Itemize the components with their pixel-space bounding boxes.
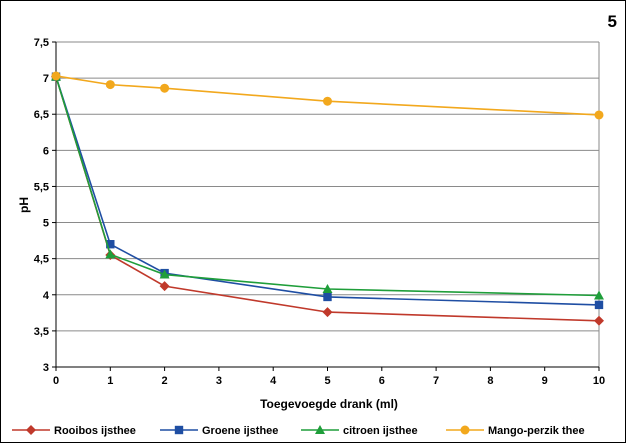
x-tick-label: 1	[107, 375, 113, 387]
legend-item-citroen-ijsthee: citroen ijsthee	[301, 425, 418, 437]
x-tick-label: 10	[593, 375, 605, 387]
series-citroen-ijsthee	[51, 71, 604, 300]
figure-number: 5	[608, 12, 617, 31]
x-tick-label: 5	[324, 375, 330, 387]
axes	[52, 41, 600, 371]
y-tick-label: 6,5	[34, 109, 49, 121]
x-axis-label: Toegevoegde drank (ml)	[260, 397, 398, 411]
legend-label: citroen ijsthee	[343, 425, 418, 437]
legend-label: Mango-perzik thee	[488, 425, 585, 437]
y-tick-label: 7,5	[34, 37, 49, 49]
x-tick-label: 4	[270, 375, 277, 387]
legend-marker	[460, 425, 470, 435]
y-tick-labels: 3 3,5 4 4,5 5 5,5 6 6,5 7 7,5	[34, 37, 50, 374]
legend-label: Rooibos ijsthee	[54, 425, 136, 437]
data-point-mango-perzik-thee	[594, 110, 604, 120]
data-point-mango-perzik-thee	[51, 71, 61, 81]
legend: Rooibos ijsthee Groene ijsthee citroen ijs…	[12, 425, 585, 437]
x-tick-label: 2	[162, 375, 168, 387]
data-point-citroen-ijsthee	[594, 290, 604, 300]
series-group	[51, 71, 604, 326]
data-point-citroen-ijsthee	[105, 249, 116, 259]
legend-marker	[315, 425, 325, 434]
data-point-citroen-ijsthee	[322, 284, 333, 293]
legend-label: Groene ijsthee	[202, 425, 278, 437]
y-tick-label: 3	[43, 362, 49, 374]
x-tick-label: 8	[487, 375, 493, 387]
y-tick-label: 5,5	[34, 181, 49, 193]
y-tick-label: 7	[43, 73, 49, 85]
data-point-groene-ijsthee	[323, 292, 332, 302]
data-point-rooibos-ijsthee	[594, 315, 604, 326]
legend-item-rooibos-ijsthee: Rooibos ijsthee	[12, 425, 136, 437]
data-point-rooibos-ijsthee	[159, 281, 170, 292]
data-point-groene-ijsthee	[106, 240, 115, 249]
gridlines	[56, 41, 600, 367]
y-tick-label: 4,5	[34, 254, 49, 266]
x-tick-label: 9	[542, 375, 548, 387]
legend-marker	[26, 425, 36, 435]
data-point-citroen-ijsthee	[159, 269, 170, 279]
data-point-mango-perzik-thee	[323, 96, 332, 106]
x-tick-label: 7	[433, 375, 439, 387]
x-tick-label: 0	[53, 375, 59, 387]
legend-item-mango-perzik-thee: Mango-perzik thee	[446, 425, 585, 437]
data-point-rooibos-ijsthee	[322, 307, 333, 318]
x-tick-labels: 0 1 2 3 4 5 6 7 8 9 10	[53, 375, 605, 387]
series-mango-perzik-thee	[51, 71, 604, 120]
data-point-mango-perzik-thee	[160, 83, 170, 93]
data-point-mango-perzik-thee	[105, 80, 115, 90]
data-point-groene-ijsthee	[594, 300, 604, 310]
legend-item-groene-ijsthee: Groene ijsthee	[160, 425, 278, 437]
y-tick-label: 6	[43, 145, 49, 157]
y-tick-label: 3,5	[34, 326, 49, 338]
x-tick-label: 6	[379, 375, 385, 387]
y-axis-label: pH	[17, 197, 31, 213]
legend-marker	[174, 425, 184, 435]
y-tick-label: 4	[43, 290, 50, 302]
y-tick-label: 5	[43, 218, 49, 230]
x-tick-label: 3	[216, 375, 222, 387]
